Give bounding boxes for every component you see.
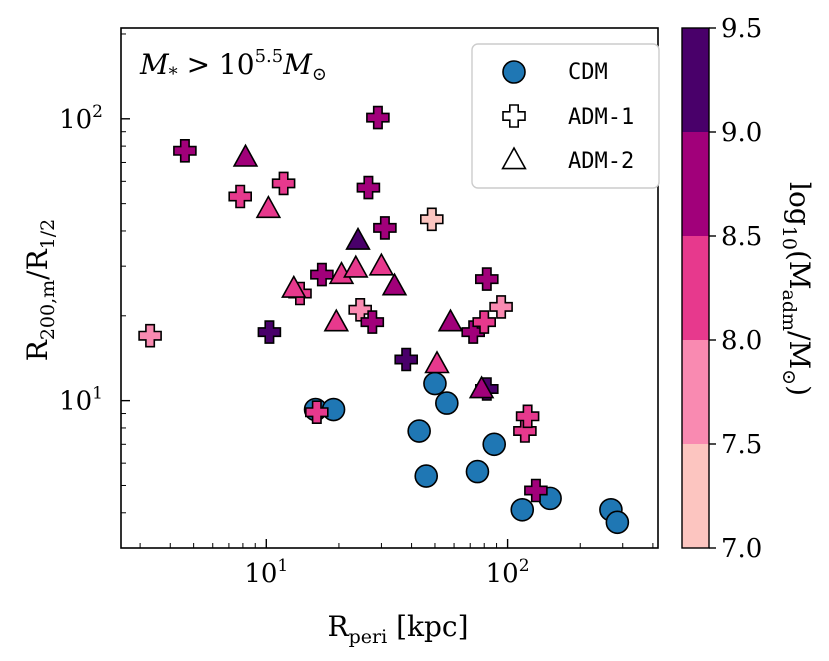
adm-1-point [356,175,381,200]
x-axis-label: Rperi [kpc] [328,610,469,648]
axis-ticks: 101 102 101 102 [59,33,654,589]
colorbar-bin [682,132,709,236]
adm-1-point [271,171,296,196]
y-tick-label: 101 [59,384,103,417]
x-tick-label: 101 [244,556,288,589]
adm-1-point [524,478,548,503]
adm-1-point [489,295,513,319]
adm-1-point [472,310,497,334]
cdm-point [414,464,439,488]
colorbar-frame [681,27,710,549]
adm-2-point [323,308,350,332]
colorbar-tick-label: 9.0 [721,118,762,148]
legend-label-cdm: CDM [568,60,608,85]
adm-2-point [437,308,464,332]
colorbar-tick-label: 7.5 [721,430,762,460]
plot-area-frame [120,27,659,549]
legend-marker-adm-1 [502,104,526,128]
adm-1-point [173,139,197,163]
data-points [138,105,630,535]
colorbar-tick-label: 7.0 [721,534,762,564]
legend-label-adm-1: ADM-1 [568,105,634,130]
colorbar-tick-label: 8.0 [721,326,762,356]
adm-2-point [232,143,259,167]
legend-label-adm-2: ADM-2 [568,149,634,174]
adm-1-point [419,207,444,232]
adm-1-point [366,105,390,130]
cdm-point [407,419,431,443]
cdm-point [482,432,507,457]
x-tick-label: 102 [486,556,530,589]
colorbar-bin [682,236,709,340]
colorbar: 7.0 7.5 8.0 8.5 9.0 9.5 [681,14,762,564]
legend-marker-cdm [502,60,526,84]
legend-markers [501,60,527,170]
adm-1-point [228,184,252,209]
adm-1-point [138,323,162,348]
y-tick-label: 102 [59,102,103,135]
colorbar-label: log10(Madm/M⊙) [778,182,816,396]
colorbar-bin [682,28,709,132]
stellar-mass-annotation: M* > 105.5M⊙ [139,46,327,85]
adm-2-point [345,226,371,250]
legend-marker-adm-2 [501,146,527,170]
colorbar-bin [682,340,709,444]
colorbar-bin [682,444,709,548]
adm-1-point [461,320,486,344]
adm-1-point [394,347,419,372]
cdm-point [510,497,535,522]
cdm-point [435,391,459,415]
legend: CDM ADM-1 ADM-2 [471,43,660,189]
colorbar-tick-label: 9.5 [721,14,762,44]
adm-1-point [373,216,397,240]
adm-1-point [257,320,282,344]
y-axis-label: R200,m/R1/2 [21,219,59,362]
adm-2-point [343,254,369,278]
cdm-point [465,459,490,484]
adm-2-point [381,272,408,296]
adm-1-point [360,310,385,334]
adm-1-point [515,404,540,429]
adm-2-point [368,252,395,276]
colorbar-tick-label: 8.5 [721,222,762,252]
adm-1-point [474,267,499,291]
adm-2-point [468,375,495,399]
adm-1-point [304,400,329,425]
cdm-point [423,371,447,396]
adm-2-point [255,194,282,219]
cdm-point [605,510,630,535]
adm-1-point [310,262,334,287]
adm-2-point [281,274,307,298]
adm-2-point [424,350,450,374]
